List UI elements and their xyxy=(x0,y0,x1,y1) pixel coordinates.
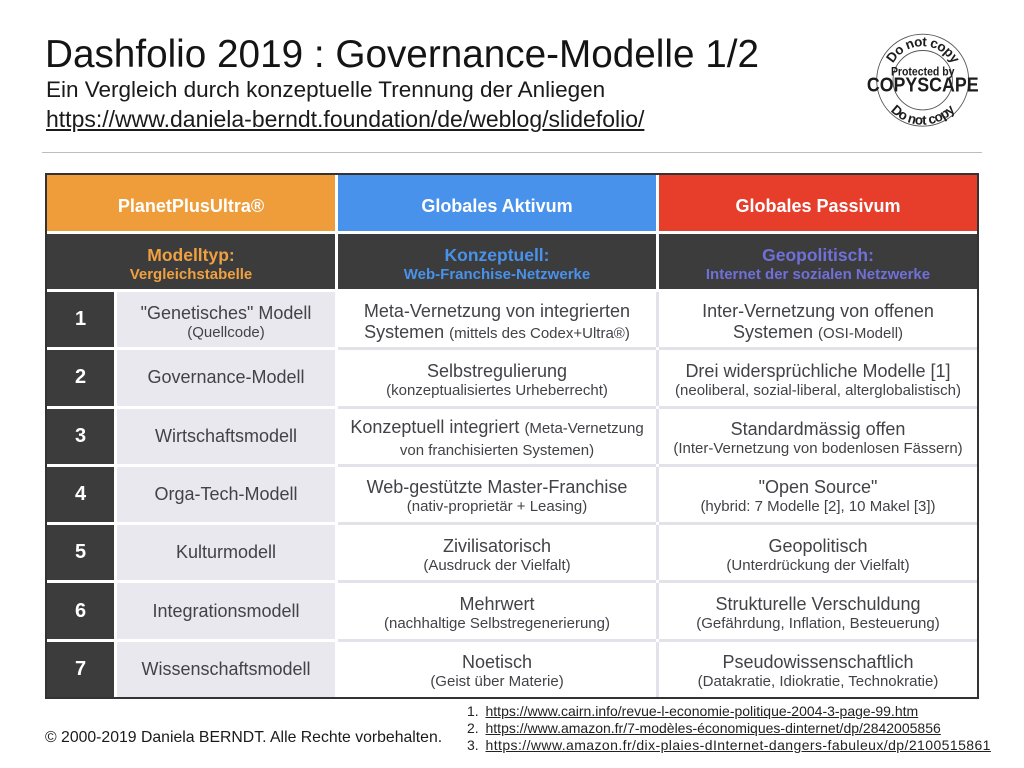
svg-text:COPYSCAPE: COPYSCAPE xyxy=(867,75,979,97)
svg-text:Do not copy: Do not copy xyxy=(888,101,958,128)
svg-text:Protected by: Protected by xyxy=(891,66,955,79)
